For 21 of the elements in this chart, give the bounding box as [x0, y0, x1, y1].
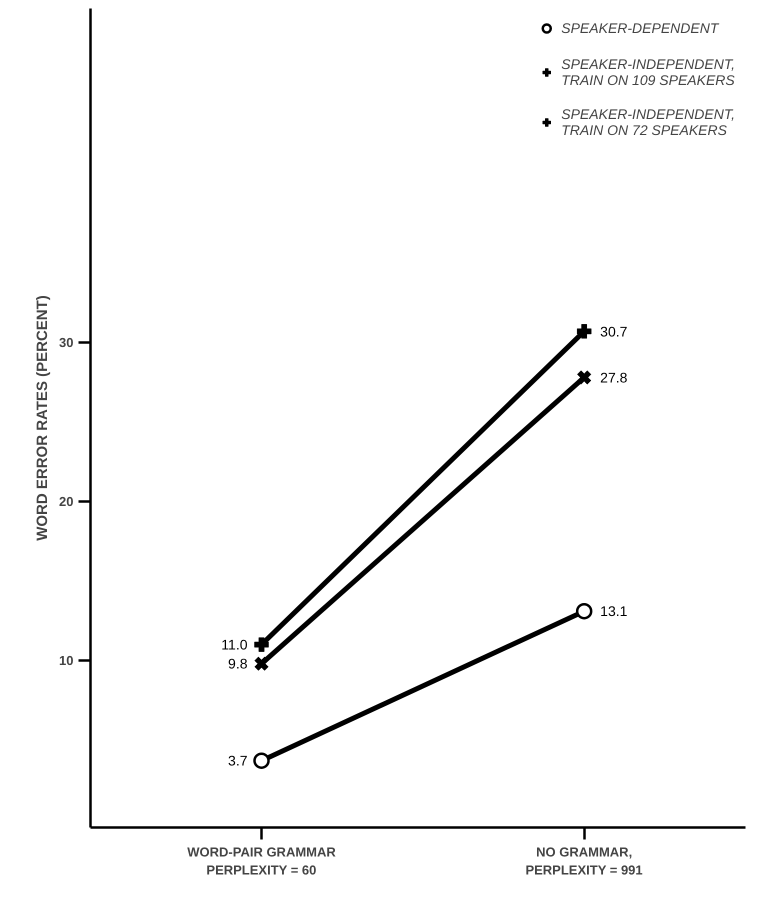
x-tick-label: NO GRAMMAR, PERPLEXITY = 991: [525, 844, 643, 878]
point: [577, 370, 592, 385]
legend-label: SPEAKER-DEPENDENT: [561, 20, 718, 36]
y-tick-label: 20: [59, 494, 74, 509]
data-label: 3.7: [228, 752, 248, 769]
point: [254, 656, 269, 671]
point: [254, 637, 269, 652]
data-label: 9.8: [228, 656, 248, 672]
data-label: 27.8: [600, 369, 628, 386]
data-label: 30.7: [600, 323, 628, 340]
data-label: 11.0: [221, 636, 248, 653]
data-label: 13.1: [600, 603, 628, 620]
y-tick-label: 30: [59, 334, 74, 350]
point: [253, 752, 270, 769]
point: [576, 324, 592, 339]
y-axis-title: WORD ERROR RATES (PERCENT): [34, 295, 52, 541]
legend-label: SPEAKER-INDEPENDENT, TRAIN ON 109 SPEAKERS: [561, 56, 735, 88]
y-tick-label: 10: [59, 653, 74, 668]
x-tick-label: WORD-PAIR GRAMMAR PERPLEXITY = 60: [187, 844, 336, 878]
point: [576, 602, 592, 620]
legend-label: SPEAKER-INDEPENDENT, TRAIN ON 72 SPEAKERS: [561, 106, 735, 138]
